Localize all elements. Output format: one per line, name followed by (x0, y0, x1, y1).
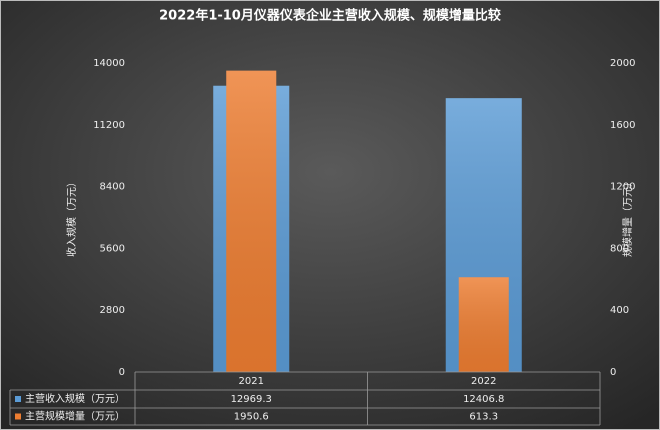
legend-swatch (15, 413, 21, 420)
y2-tick-label: 0 (610, 367, 616, 378)
table-value: 613.3 (469, 412, 498, 423)
table-value: 12969.3 (231, 394, 272, 405)
y-tick-label: 14000 (93, 58, 125, 69)
legend-swatch (15, 396, 21, 402)
legend-label: 主营收入规模（万元） (25, 392, 125, 405)
x-tick-label: 2022 (471, 376, 496, 387)
y2-tick-label: 2000 (610, 58, 635, 69)
chart-title: 2022年1-10月仪器仪表企业主营收入规模、规模增量比较 (159, 8, 501, 24)
y-tick-label: 2800 (100, 305, 125, 316)
y-tick-label: 11200 (93, 120, 125, 131)
x-tick-label: 2021 (239, 376, 264, 387)
table-value: 1950.6 (234, 412, 269, 423)
table-value: 12406.8 (463, 394, 504, 405)
bar (226, 70, 277, 373)
y2-tick-label: 400 (610, 305, 629, 316)
y2-axis-label: 规模增量（万元） (621, 177, 634, 257)
y2-tick-label: 1600 (610, 120, 635, 131)
legend-label: 主营规模增量（万元） (25, 410, 125, 423)
y-axis-label: 收入规模（万元） (65, 177, 78, 257)
bar (458, 277, 509, 372)
y2-tick-label: 800 (610, 243, 629, 254)
y-tick-label: 5600 (100, 243, 125, 254)
y2-tick-label: 1200 (610, 182, 635, 193)
y-tick-label: 0 (119, 367, 125, 378)
y-tick-label: 8400 (100, 182, 125, 193)
